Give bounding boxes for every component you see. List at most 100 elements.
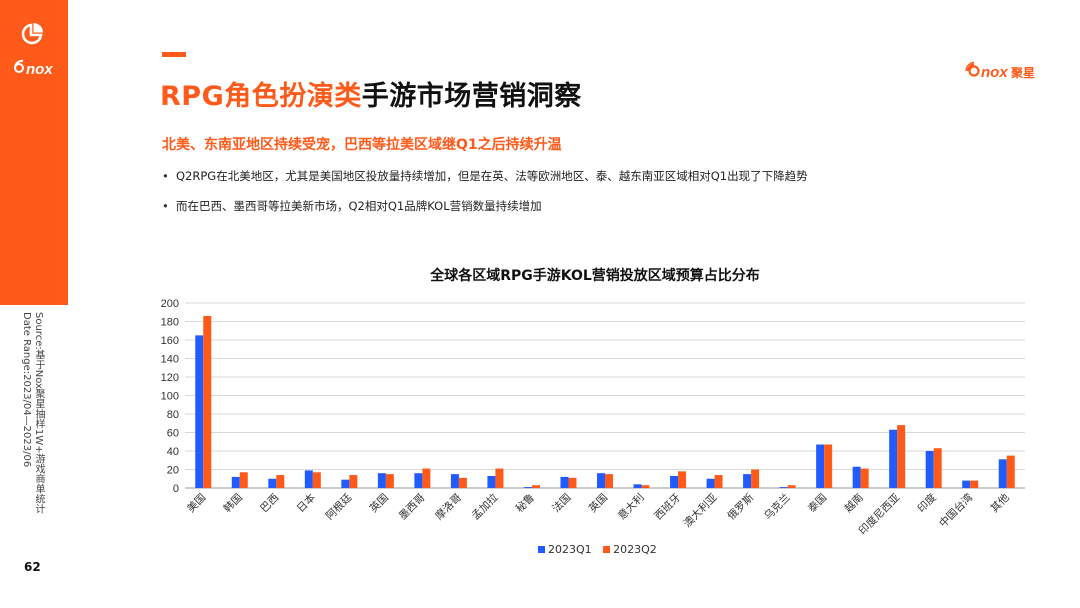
x-tick-label: 乌克兰 [761, 491, 792, 522]
bar-2023q2 [714, 475, 723, 488]
x-tick-label: 日本 [294, 491, 318, 515]
date-range-line: Date Range:2023/04—2023/06 [21, 312, 32, 468]
x-tick-label: 阿根廷 [323, 491, 355, 523]
x-tick-label: 英国 [367, 491, 391, 515]
legend-swatch-q2 [603, 546, 611, 553]
bar-2023q1 [998, 459, 1007, 488]
bullet-item: • 而在巴西、墨西哥等拉美新市场，Q2相对Q1品牌KOL营销数量持续增加 [162, 198, 808, 214]
bar-2023q2 [276, 475, 285, 488]
bar-2023q2 [495, 468, 504, 488]
y-tick-label: 200 [161, 298, 179, 310]
bar-2023q2 [860, 468, 869, 488]
bar-2023q2 [312, 472, 321, 488]
bar-2023q1 [852, 466, 861, 488]
x-tick-label: 摩洛哥 [433, 491, 464, 522]
bar-2023q2 [385, 474, 394, 488]
bar-2023q2 [458, 477, 467, 488]
pie-chart-icon [21, 23, 43, 45]
bar-2023q1 [597, 473, 605, 488]
bullet-dot: • [162, 199, 169, 213]
bar-2023q1 [889, 429, 898, 488]
x-tick-label: 中国台湾 [936, 491, 975, 530]
x-tick-label: 西班牙 [652, 492, 683, 523]
y-tick-label: 100 [161, 391, 179, 403]
bar-2023q2 [678, 471, 687, 488]
chart-title: 全球各区域RPG手游KOL营销投放区域预算占比分布 [430, 268, 760, 284]
bar-2023q2 [531, 485, 540, 488]
x-tick-label: 意大利 [615, 491, 646, 522]
x-tick-label: 法国 [550, 491, 574, 515]
x-tick-label: 美国 [184, 491, 208, 515]
x-tick-label: 印度 [915, 491, 939, 515]
bar-2023q2 [349, 475, 358, 488]
key-insight: 北美、东南亚地区持续受宠，巴西等拉美区域继Q1之后持续升温 [162, 137, 562, 153]
bar-2023q2 [203, 315, 212, 488]
x-tick-label: 韩国 [221, 491, 245, 515]
bar-2023q1 [450, 474, 459, 488]
legend-label-q1: 2023Q1 [548, 543, 592, 556]
brand-cn-name: 聚星 [1010, 66, 1035, 80]
x-tick-label: 俄罗斯 [725, 491, 757, 523]
y-tick-label: 120 [161, 372, 179, 384]
y-tick-label: 60 [167, 428, 179, 440]
legend-item-q2: 2023Q2 [603, 543, 657, 556]
left-accent-bar [0, 0, 68, 305]
bullet-list: • Q2RPG在北美地区，尤其是美国地区投放量持续增加，但是在英、法等欧洲地区、泰… [162, 168, 808, 228]
bar-2023q1 [816, 444, 825, 488]
page-number: 62 [24, 560, 41, 574]
bar-2023q2 [897, 425, 906, 488]
bullet-item: • Q2RPG在北美地区，尤其是美国地区投放量持续增加，但是在英、法等欧洲地区、泰… [162, 168, 808, 184]
bar-2023q2 [751, 469, 760, 488]
bar-2023q2 [933, 448, 942, 488]
x-tick-label: 其他 [988, 491, 1012, 515]
y-tick-label: 160 [161, 335, 179, 347]
bar-2023q1 [377, 473, 386, 488]
bar-2023q2 [239, 472, 248, 488]
bullet-text: 而在巴西、墨西哥等拉美新市场，Q2相对Q1品牌KOL营销数量持续增加 [176, 199, 542, 213]
bar-2023q1 [560, 476, 569, 488]
y-tick-label: 140 [161, 354, 179, 366]
bar-2023q1 [962, 480, 971, 488]
x-tick-label: 泰国 [805, 491, 829, 515]
x-tick-label: 澳大利亚 [681, 491, 720, 530]
bar-2023q1 [487, 475, 496, 488]
bullet-dot: • [162, 169, 169, 183]
y-tick-label: 0 [173, 483, 179, 495]
bar-2023q1 [706, 478, 715, 488]
bar-2023q1 [925, 451, 934, 488]
bar-2023q1 [779, 487, 788, 488]
title-highlight: RPG角色扮演类 [160, 81, 362, 112]
bar-2023q2 [641, 485, 650, 488]
bar-2023q2 [605, 474, 613, 488]
source-line: Source:基于Nox聚星抽样1W+游戏商单统计 [33, 312, 44, 514]
x-tick-label: 墨西哥 [397, 492, 428, 523]
y-tick-label: 20 [167, 465, 179, 477]
nox-logo-icon: nox [13, 59, 53, 78]
bar-2023q1 [341, 479, 350, 488]
bullet-text: Q2RPG在北美地区，尤其是美国地区投放量持续增加，但是在英、法等欧洲地区、泰、… [176, 169, 808, 183]
x-tick-label: 秘鲁 [513, 491, 537, 515]
bar-2023q1 [414, 473, 423, 488]
bar-2023q1 [304, 470, 313, 488]
bar-2023q1 [743, 474, 752, 488]
bar-2023q1 [670, 475, 679, 488]
title-rest: 手游市场营销洞察 [361, 81, 582, 112]
legend-swatch-q1 [538, 546, 545, 553]
chart-legend: 2023Q1 2023Q2 [538, 543, 665, 556]
bar-2023q2 [787, 485, 796, 488]
y-tick-label: 80 [167, 409, 179, 421]
bar-2023q1 [195, 335, 204, 488]
nox-brand-logo: nox 聚星 [965, 61, 1035, 81]
bar-2023q1 [231, 476, 240, 488]
bar-2023q1 [523, 487, 532, 488]
bar-2023q2 [422, 468, 431, 488]
legend-item-q1: 2023Q1 [538, 543, 592, 556]
bar-2023q2 [1006, 455, 1015, 488]
x-tick-label: 英国 [586, 491, 610, 515]
bar-2023q2 [824, 444, 833, 488]
logo-wordmark: nox [26, 61, 53, 78]
x-tick-label: 巴西 [258, 492, 281, 515]
bar-2023q2 [970, 480, 979, 488]
title-accent-dash [162, 52, 186, 57]
